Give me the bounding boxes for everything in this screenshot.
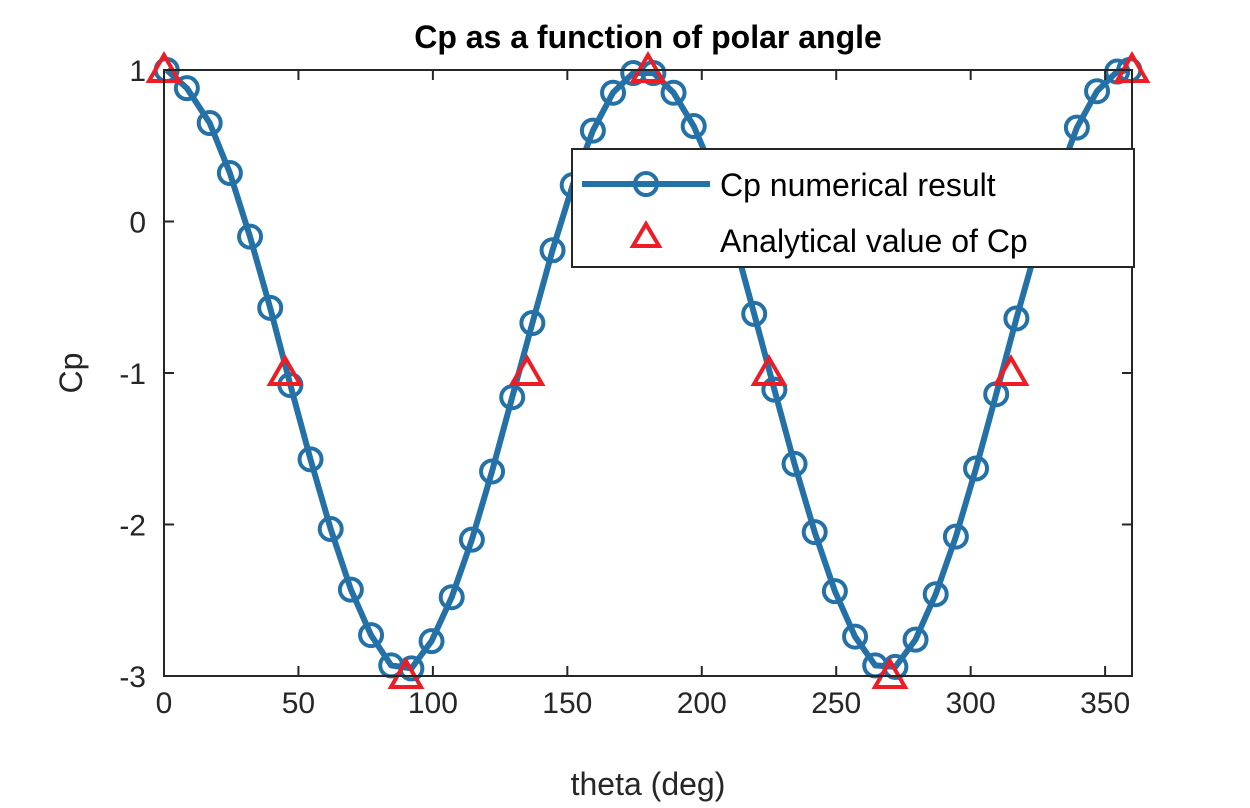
data-point-numerical (660, 79, 687, 106)
data-point-numerical (458, 526, 485, 553)
data-point-numerical (257, 294, 284, 321)
data-point-numerical (418, 628, 445, 655)
data-point-numerical (761, 376, 788, 403)
data-point-numerical (902, 626, 929, 653)
data-point-numerical (680, 113, 707, 140)
x-tick-label: 0 (156, 687, 173, 720)
legend: Cp numerical result Analytical value of … (571, 148, 1135, 268)
data-point-numerical (942, 523, 969, 550)
data-point-numerical (317, 516, 344, 543)
data-point-numerical (519, 310, 546, 337)
data-point-analytical (750, 353, 788, 386)
series-line-numerical (164, 67, 1130, 672)
legend-label-analytical: Analytical value of Cp (720, 223, 1028, 259)
x-tick-label: 350 (1080, 687, 1130, 720)
data-point-numerical (821, 578, 848, 605)
data-point-analytical (387, 656, 425, 689)
data-point-numerical (842, 623, 869, 650)
y-tick-label: -1 (119, 358, 146, 391)
data-point-analytical (871, 656, 909, 689)
legend-label-numerical: Cp numerical result (720, 167, 996, 203)
chart-title: Cp as a function of polar angle (414, 19, 882, 55)
data-point-analytical (508, 353, 546, 386)
ticks-layer: 0 50 100 150 200 250 300 350 1 0 -1 -2 -3 (119, 55, 1132, 720)
y-tick-label: -3 (119, 661, 146, 694)
x-tick-label: 300 (946, 687, 996, 720)
x-axis-label: theta (deg) (571, 766, 726, 802)
data-point-numerical (1003, 305, 1030, 332)
data-point-numerical (801, 519, 828, 546)
data-point-numerical (499, 384, 526, 411)
y-tick-label: -2 (119, 510, 146, 543)
data-point-numerical (479, 458, 506, 485)
x-tick-label: 250 (811, 687, 861, 720)
data-point-analytical (266, 353, 304, 386)
x-tick-label: 50 (282, 687, 315, 720)
data-point-numerical (358, 622, 385, 649)
data-point-numerical (922, 581, 949, 608)
data-point-numerical (216, 160, 243, 187)
data-point-numerical (781, 450, 808, 477)
data-point-numerical (337, 576, 364, 603)
data-point-numerical (741, 300, 768, 327)
data-point-numerical (600, 79, 627, 106)
data-point-analytical (992, 353, 1030, 386)
y-axis-label: Cp (53, 353, 89, 394)
x-tick-label: 200 (677, 687, 727, 720)
y-tick-label: 0 (129, 207, 146, 240)
data-point-numerical (297, 446, 324, 473)
data-point-numerical (438, 584, 465, 611)
x-tick-label: 100 (408, 687, 458, 720)
data-point-numerical (579, 117, 606, 144)
data-point-numerical (1063, 114, 1090, 141)
data-point-numerical (963, 455, 990, 482)
x-tick-label: 150 (542, 687, 592, 720)
data-point-numerical (539, 237, 566, 264)
legend-triangle-marker (629, 220, 663, 248)
data-point-numerical (1084, 78, 1111, 105)
data-point-numerical (196, 110, 223, 137)
data-point-numerical (237, 223, 264, 250)
y-tick-label: 1 (129, 55, 146, 88)
data-point-analytical (629, 50, 667, 83)
legend-circle-marker (633, 171, 659, 197)
legend-box (571, 148, 1135, 268)
data-point-numerical (173, 75, 200, 102)
